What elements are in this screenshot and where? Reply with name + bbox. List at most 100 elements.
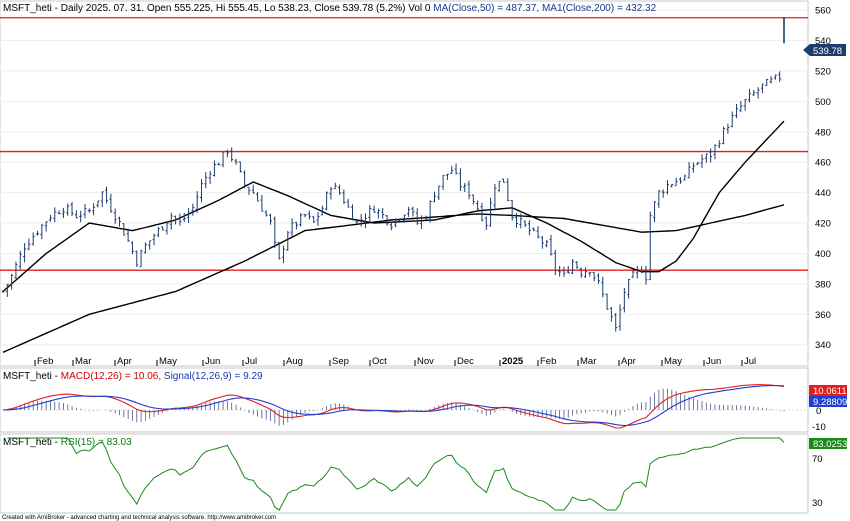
price-tick-label: 420 bbox=[815, 219, 831, 230]
ohlc-bar bbox=[74, 210, 78, 219]
title-ma50: MA(Close,50) = 487.37, bbox=[433, 3, 539, 14]
ohlc-bar bbox=[558, 266, 562, 277]
ohlc-bar bbox=[398, 218, 402, 223]
ohlc-bar bbox=[415, 208, 419, 225]
ohlc-bar bbox=[23, 243, 27, 263]
ohlc-bar bbox=[346, 198, 350, 208]
ohlc-bar bbox=[44, 221, 48, 232]
ohlc-bar bbox=[683, 174, 687, 181]
rsi-title: MSFT_heti - RSI(15) = 83.03 bbox=[3, 437, 132, 448]
ohlc-bar bbox=[674, 177, 678, 187]
ohlc-bar bbox=[743, 98, 747, 111]
x-tick-label: Feb bbox=[540, 356, 556, 367]
ohlc-bar bbox=[402, 214, 406, 223]
ohlc-bar bbox=[605, 293, 609, 310]
ohlc-bar bbox=[165, 223, 169, 235]
ohlc-bar bbox=[156, 227, 160, 238]
ohlc-bar bbox=[506, 178, 510, 202]
ohlc-bar bbox=[717, 140, 721, 149]
ohlc-bar bbox=[303, 213, 307, 218]
title-symbol: MSFT_heti bbox=[3, 3, 52, 14]
ohlc-bar bbox=[420, 215, 424, 229]
x-tick-label: Jun bbox=[706, 356, 721, 367]
price-tick-label: 360 bbox=[815, 310, 831, 321]
ohlc-bar bbox=[31, 232, 35, 246]
macd-title: MSFT_heti - MACD(12,26) = 10.06, Signal(… bbox=[3, 371, 263, 382]
ohlc-bar bbox=[596, 273, 600, 284]
ohlc-bar bbox=[389, 221, 393, 231]
ohlc-bar bbox=[454, 163, 458, 175]
ohlc-bar bbox=[562, 266, 566, 277]
ohlc-bar bbox=[14, 261, 18, 279]
ohlc-bar bbox=[256, 191, 260, 202]
ohlc-bar bbox=[182, 212, 186, 222]
ohlc-bar bbox=[27, 238, 31, 251]
ohlc-bar bbox=[445, 173, 449, 180]
footer-credit: Created with AmiBroker - advanced charti… bbox=[2, 515, 276, 521]
ohlc-bar bbox=[428, 200, 432, 223]
price-bars bbox=[1, 17, 785, 332]
ohlc-bar bbox=[385, 214, 389, 226]
ohlc-bar bbox=[735, 103, 739, 119]
ohlc-bar bbox=[424, 215, 428, 221]
ohlc-bar bbox=[299, 212, 303, 227]
ohlc-bar bbox=[113, 208, 117, 225]
ohlc-bar bbox=[351, 204, 355, 221]
ohlc-bar bbox=[635, 265, 639, 279]
x-tick-label: May bbox=[664, 356, 682, 367]
ohlc-bar bbox=[670, 183, 674, 188]
ohlc-bar bbox=[566, 265, 570, 274]
ohlc-bar bbox=[601, 276, 605, 298]
x-tick-label: Jul bbox=[744, 356, 756, 367]
ohlc-bar bbox=[363, 213, 367, 229]
macd-value-label: 10.0611 bbox=[813, 386, 847, 397]
ohlc-bar bbox=[1, 290, 5, 294]
ohlc-bar bbox=[281, 245, 285, 264]
macd-tick-0: 0 bbox=[816, 406, 821, 417]
ohlc-bar bbox=[368, 204, 372, 223]
ohlc-bar bbox=[471, 194, 475, 205]
rsi-tick-30: 30 bbox=[812, 498, 823, 509]
rsi-value-label: 83.0253 bbox=[813, 439, 847, 450]
ohlc-bar bbox=[79, 210, 83, 223]
ohlc-bar bbox=[463, 183, 467, 193]
ohlc-bar bbox=[191, 203, 195, 216]
x-tick-label: Aug bbox=[286, 356, 303, 367]
ohlc-bar bbox=[687, 161, 691, 179]
x-tick-label: Apr bbox=[117, 356, 132, 367]
rsi-panel-frame bbox=[0, 433, 809, 514]
ohlc-bar bbox=[588, 272, 592, 277]
ohlc-bar bbox=[700, 154, 704, 168]
x-tick-label: Dec bbox=[457, 356, 474, 367]
ohlc-bar bbox=[316, 211, 320, 226]
ohlc-bar bbox=[135, 250, 139, 267]
ohlc-bar bbox=[204, 172, 208, 189]
ohlc-bar bbox=[545, 239, 549, 248]
ohlc-bar bbox=[294, 221, 298, 230]
ohlc-bar bbox=[432, 191, 436, 203]
ohlc-bar bbox=[307, 210, 311, 220]
ohlc-bar bbox=[756, 87, 760, 99]
ohlc-bar bbox=[631, 270, 635, 278]
ohlc-bar bbox=[480, 202, 484, 222]
ohlc-bar bbox=[238, 161, 242, 173]
ohlc-bar bbox=[277, 242, 281, 260]
ohlc-bar bbox=[489, 197, 493, 227]
price-tick-label: 340 bbox=[815, 340, 831, 351]
ohlc-bar bbox=[333, 182, 337, 190]
ohlc-bar bbox=[195, 191, 199, 213]
ohlc-bar bbox=[36, 230, 40, 236]
ohlc-bar bbox=[18, 251, 22, 270]
ohlc-bar bbox=[579, 267, 583, 278]
ohlc-bar bbox=[212, 160, 216, 177]
x-tick-label: 2025 bbox=[502, 356, 524, 367]
ohlc-bar bbox=[730, 111, 734, 128]
x-tick-label: Feb bbox=[37, 356, 53, 367]
x-tick-label: Jun bbox=[205, 356, 220, 367]
ohlc-bar bbox=[437, 185, 441, 200]
ohlc-bar bbox=[290, 218, 294, 237]
ohlc-bar bbox=[502, 178, 506, 183]
ohlc-bar bbox=[325, 191, 329, 211]
signal-value-label: 9.28809 bbox=[813, 397, 847, 408]
ohlc-bar bbox=[497, 180, 501, 192]
